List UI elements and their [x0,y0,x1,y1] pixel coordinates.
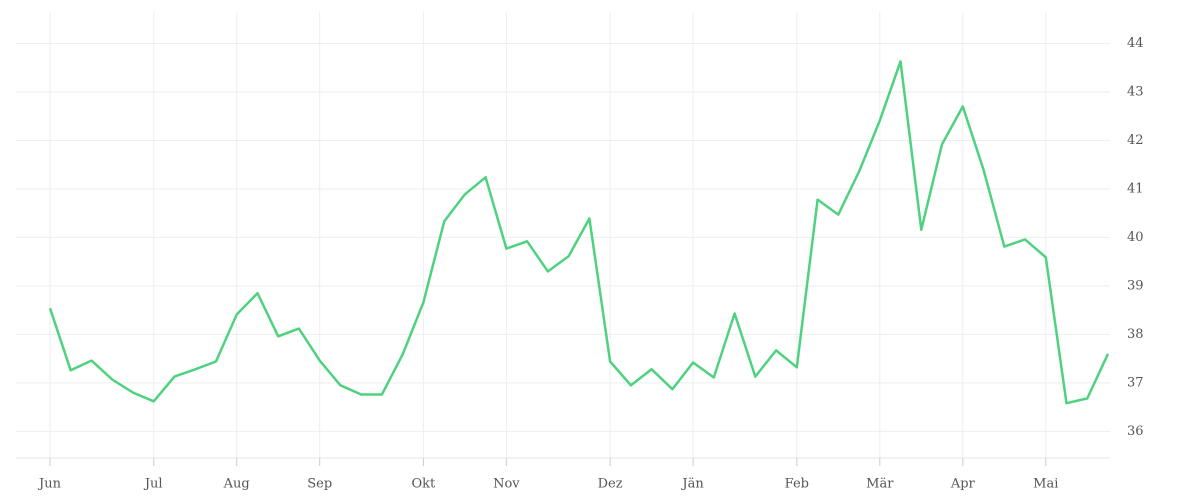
x-tick-label: Okt [412,477,437,492]
y-tick-label: 39 [1127,278,1144,293]
y-tick-label: 40 [1127,230,1144,245]
x-tick-label: Nov [493,477,520,492]
x-tick-label: Sep [307,477,332,492]
y-tick-label: 43 [1127,84,1144,99]
x-tick-label: Dez [598,477,623,492]
y-tick-label: 36 [1127,424,1144,439]
x-tick-label: Jän [680,477,704,492]
data-line [48,60,1110,405]
y-tick-label: 41 [1127,181,1144,196]
x-tick-label: Jun [37,477,62,492]
y-tick-label: 37 [1127,375,1144,390]
x-tick-label: Feb [785,477,809,492]
x-tick-label: Mär [866,477,894,492]
x-tick-label: Mai [1033,477,1058,492]
y-tick-label: 42 [1127,133,1144,148]
x-tick-label: Aug [223,477,250,492]
x-tick-label: Jul [143,477,163,492]
x-tick-label: Apr [950,477,976,492]
y-tick-label: 44 [1127,36,1144,51]
y-tick-label: 38 [1127,327,1144,342]
